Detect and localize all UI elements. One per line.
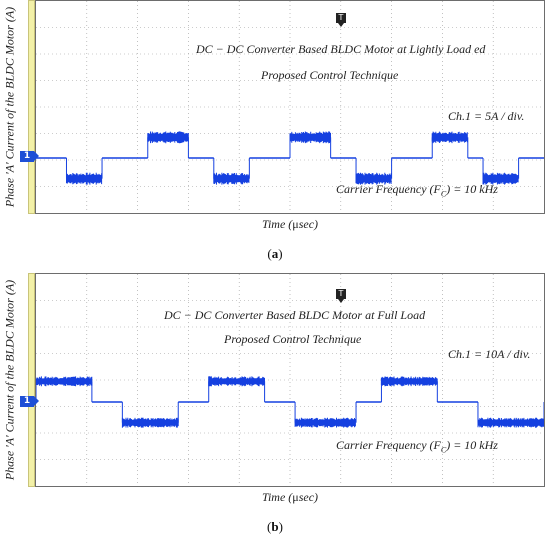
x-axis-label-mu: μ bbox=[292, 490, 299, 504]
caption-close: ) bbox=[278, 246, 283, 261]
caption-close: ) bbox=[278, 519, 283, 534]
carrier-text: Carrier Frequency (F bbox=[336, 438, 441, 452]
trace-negative-block bbox=[121, 417, 179, 428]
trace-negative-block bbox=[294, 417, 356, 428]
trace-positive-block bbox=[147, 131, 189, 144]
y-axis-label: Phase 'A' Current of the BLDC Motor (A) bbox=[2, 6, 17, 208]
oscilloscope-screen: T DC − DC Converter Based BLDC Motor at … bbox=[35, 0, 545, 214]
channel-scale-label: Ch.1 = 5A / div. bbox=[448, 109, 525, 123]
trace-positive-block bbox=[36, 376, 93, 387]
trace-negative-block bbox=[477, 417, 544, 428]
oscilloscope-plot bbox=[36, 274, 544, 486]
trigger-marker: T bbox=[336, 13, 346, 27]
caption-open: ( bbox=[267, 246, 272, 261]
x-axis-label-unit: sec) bbox=[298, 217, 319, 231]
caption-letter: a bbox=[271, 246, 279, 261]
oscilloscope-plot bbox=[36, 1, 544, 213]
carrier-subscript: C bbox=[440, 445, 447, 455]
trace-positive-block bbox=[380, 376, 438, 387]
trace-negative-block bbox=[482, 172, 519, 185]
chart-subtitle: Proposed Control Technique bbox=[261, 68, 399, 82]
trigger-marker: T bbox=[336, 289, 346, 303]
carrier-value: ) = 10 kHz bbox=[446, 182, 498, 196]
trace-negative-block bbox=[66, 172, 103, 185]
figure-caption: (b) bbox=[267, 519, 283, 535]
x-axis-label-text: Time ( bbox=[261, 490, 293, 504]
carrier-subscript: C bbox=[440, 189, 447, 199]
x-axis-label-text: Time ( bbox=[261, 217, 293, 231]
trace-negative-block bbox=[213, 172, 250, 185]
channel-1-marker: 1 bbox=[20, 151, 39, 162]
scope-side-strip bbox=[28, 273, 35, 487]
trace-positive-block bbox=[289, 131, 331, 144]
trace-positive-block bbox=[431, 131, 468, 144]
channel-scale-label: Ch.1 = 10A / div. bbox=[448, 347, 531, 361]
figure-panel-b: Phase 'A' Current of the BLDC Motor (A) … bbox=[0, 273, 550, 545]
figure-panel-a: Phase 'A' Current of the BLDC Motor (A) … bbox=[0, 0, 550, 272]
scope-side-strip bbox=[28, 0, 35, 214]
carrier-text: Carrier Frequency (F bbox=[336, 182, 441, 196]
oscilloscope-screen: T DC − DC Converter Based BLDC Motor at … bbox=[35, 273, 545, 487]
y-axis-label: Phase 'A' Current of the BLDC Motor (A) bbox=[2, 279, 17, 481]
chart-title: DC − DC Converter Based BLDC Motor at Fu… bbox=[164, 308, 426, 322]
carrier-frequency-label: Carrier Frequency (FC) = 10 kHz bbox=[336, 182, 498, 198]
trace-positive-block bbox=[208, 376, 265, 387]
channel-1-marker: 1 bbox=[20, 396, 39, 407]
x-axis-label-mu: μ bbox=[292, 217, 299, 231]
x-axis-label: Time (μsec) bbox=[262, 217, 318, 232]
chart-subtitle: Proposed Control Technique bbox=[224, 332, 362, 346]
x-axis-label-unit: sec) bbox=[298, 490, 319, 504]
caption-open: ( bbox=[267, 519, 272, 534]
carrier-frequency-label: Carrier Frequency (FC) = 10 kHz bbox=[336, 438, 498, 454]
caption-letter: b bbox=[271, 519, 279, 534]
figure-caption: (a) bbox=[267, 246, 282, 262]
chart-title: DC − DC Converter Based BLDC Motor at Li… bbox=[196, 42, 486, 56]
carrier-value: ) = 10 kHz bbox=[446, 438, 498, 452]
x-axis-label: Time (μsec) bbox=[262, 490, 318, 505]
